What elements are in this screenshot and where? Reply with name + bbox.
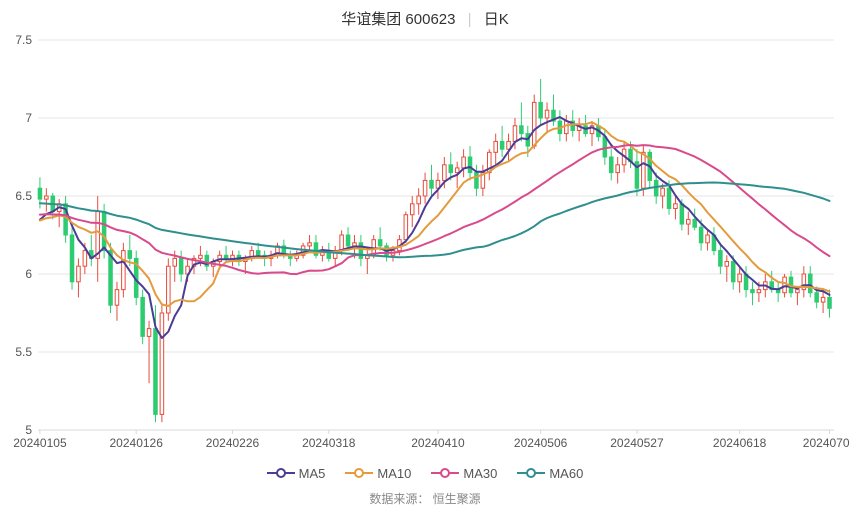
legend-marker-icon <box>517 466 545 480</box>
legend-marker-icon <box>431 466 459 480</box>
source-value: 恒生聚源 <box>433 492 481 506</box>
y-tick-label: 7.5 <box>15 33 32 47</box>
chart-title-name: 华谊集团 600623 <box>341 11 455 28</box>
y-tick-label: 5.5 <box>15 345 32 359</box>
x-tick-label: 20240618 <box>713 436 766 450</box>
y-tick-label: 6 <box>25 267 32 281</box>
x-tick-label: 20240318 <box>302 436 355 450</box>
title-separator: | <box>468 11 472 28</box>
legend-item: MA10 <box>345 466 411 481</box>
legend-label: MA60 <box>549 466 583 481</box>
legend-item: MA60 <box>517 466 583 481</box>
source-row: 数据来源： 恒生聚源 <box>0 490 850 507</box>
legend-label: MA5 <box>299 466 326 481</box>
legend-row: MA5 MA10 MA30 MA60 <box>0 466 850 484</box>
legend-label: MA10 <box>377 466 411 481</box>
chart-svg <box>38 40 834 430</box>
plot-area: 55.566.577.52024010520240126202402262024… <box>38 40 834 430</box>
legend-item: MA30 <box>431 466 497 481</box>
x-tick-label: 20240105 <box>13 436 66 450</box>
chart-container: 华谊集团 600623 | 日K 55.566.577.520240105202… <box>0 0 850 517</box>
chart-title-period: 日K <box>484 11 509 28</box>
source-label: 数据来源： <box>369 492 429 506</box>
y-tick-label: 6.5 <box>15 189 32 203</box>
legend-marker-icon <box>267 466 295 480</box>
legend-label: MA30 <box>463 466 497 481</box>
legend-marker-icon <box>345 466 373 480</box>
chart-title-row: 华谊集团 600623 | 日K <box>0 0 850 29</box>
y-tick-label: 7 <box>25 111 32 125</box>
x-tick-label: 20240126 <box>110 436 163 450</box>
x-tick-label: 20240410 <box>411 436 464 450</box>
x-tick-label: 20240506 <box>514 436 567 450</box>
y-tick-label: 5 <box>25 423 32 437</box>
legend-item: MA5 <box>267 466 326 481</box>
x-tick-label: 20240226 <box>206 436 259 450</box>
x-tick-label: 20240527 <box>610 436 663 450</box>
x-tick-label: 20240708 <box>803 436 850 450</box>
